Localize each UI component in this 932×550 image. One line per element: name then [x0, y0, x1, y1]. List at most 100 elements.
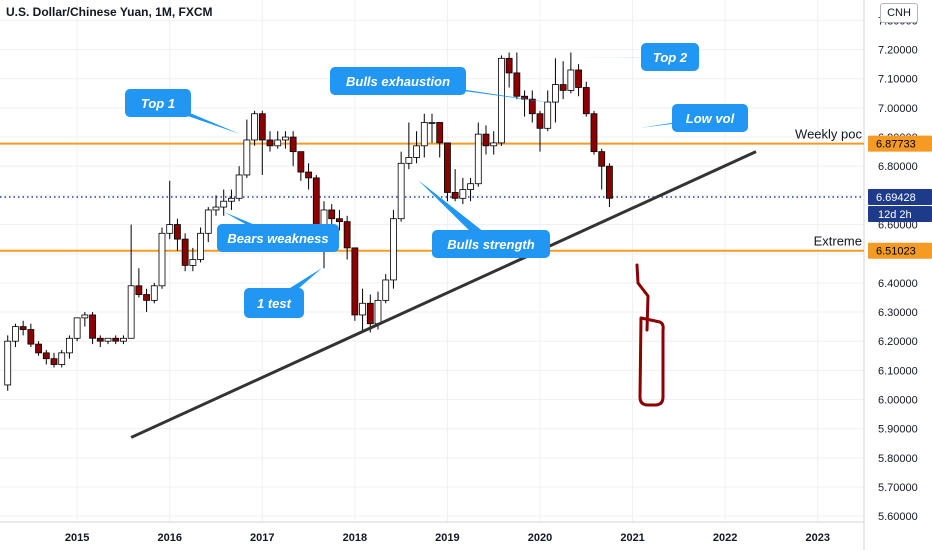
candle-up — [212, 206, 220, 211]
y-tick-label: 6.00000 — [878, 395, 918, 407]
top2-text: Top 2 — [653, 50, 688, 65]
countdown-tag: 12d 2h — [878, 209, 912, 221]
candle-up — [490, 142, 498, 147]
y-tick-label: 5.80000 — [878, 453, 918, 465]
candle-down — [42, 352, 50, 360]
candle-up — [405, 157, 413, 164]
candle-down — [266, 139, 274, 147]
candle-up — [73, 317, 81, 339]
candle-up — [120, 337, 127, 342]
extreme-label: Extreme — [814, 234, 862, 249]
candle-down — [305, 171, 312, 179]
bears-weakness-text: Bears weakness — [227, 231, 328, 246]
candle-up — [81, 314, 89, 319]
support-trendline — [130, 150, 757, 439]
candle-up — [552, 84, 559, 103]
candle-down — [19, 326, 27, 330]
y-tick-label: 5.90000 — [878, 424, 918, 436]
symbol-badge[interactable]: CNH — [880, 3, 918, 23]
candle-up — [420, 122, 428, 147]
candle-down — [343, 221, 351, 249]
y-tick-label: 6.10000 — [878, 365, 918, 377]
candle-down — [582, 87, 590, 115]
x-tick-label: 2019 — [435, 532, 459, 544]
projection-path — [635, 263, 650, 332]
one-test-box — [244, 288, 304, 318]
candle-down — [289, 136, 297, 153]
low-vol-box — [672, 104, 748, 132]
x-tick-label: 2018 — [343, 532, 367, 544]
candle-up — [166, 224, 174, 234]
current-price-tag-bg — [868, 189, 932, 206]
y-tick-label: 6.80000 — [878, 161, 918, 173]
y-tick-label: 7.10000 — [878, 74, 918, 86]
y-tick-label: 6.20000 — [878, 336, 918, 348]
candle-up — [204, 209, 212, 234]
bulls-exhaustion-box — [330, 67, 466, 95]
candle-down — [451, 192, 459, 199]
candle-down — [135, 285, 143, 295]
candle-up — [150, 285, 158, 301]
candle-up — [390, 218, 397, 281]
x-tick-label: 2022 — [713, 532, 737, 544]
y-tick-label: 6.30000 — [878, 307, 918, 319]
candle-up — [459, 189, 467, 199]
candle-up — [189, 259, 197, 266]
candle-up — [127, 285, 135, 339]
projected-candle-sketch — [638, 316, 665, 407]
bulls-strength-callout: Bulls strength — [418, 180, 550, 258]
candle-down — [35, 343, 42, 354]
x-tick-label: 2020 — [528, 532, 552, 544]
candle-up — [220, 200, 228, 208]
candle-down — [482, 133, 490, 147]
y-tick-label: 5.60000 — [878, 511, 918, 523]
y-tick-label: 7.20000 — [878, 45, 918, 57]
bulls-strength-box — [432, 230, 550, 258]
candle-down — [598, 151, 606, 167]
bears-weakness-box — [217, 224, 339, 252]
candle-up — [274, 139, 282, 147]
candle-down — [351, 247, 359, 316]
candle-down — [505, 57, 513, 74]
candle-up — [413, 145, 420, 158]
candle-up — [359, 302, 366, 316]
weekly-poc-tag: 6.87733 — [876, 139, 916, 151]
candle-down — [89, 314, 96, 339]
grid-lines — [0, 0, 864, 522]
candle-up — [4, 340, 12, 386]
candle-down — [181, 238, 189, 266]
candle-up — [104, 337, 112, 342]
candle-up — [467, 183, 474, 190]
bulls-strength-text: Bulls strength — [447, 237, 534, 252]
candle-down — [513, 72, 521, 97]
candle-up — [251, 113, 258, 141]
candle-down — [366, 302, 374, 325]
candle-down — [536, 113, 544, 129]
x-tick-label: 2017 — [250, 532, 274, 544]
low-vol-callout: Low vol — [640, 104, 748, 132]
chart-title: U.S. Dollar/Chinese Yuan, 1M, FXCM — [6, 5, 213, 19]
y-tick-label: 6.40000 — [878, 278, 918, 290]
bulls-strength-pointer — [418, 180, 499, 244]
candle-up — [544, 101, 552, 129]
candle-down — [590, 113, 598, 153]
projection-sketch — [635, 263, 665, 407]
candle-up — [567, 69, 575, 91]
candle-up — [197, 232, 204, 260]
y-tick-label: 7.00000 — [878, 103, 918, 115]
candles — [4, 52, 613, 391]
bears-weakness-callout: Bears weakness — [217, 212, 339, 252]
weekly-poc-tag-bg — [868, 135, 932, 152]
candle-down — [328, 209, 336, 220]
candle-up — [374, 299, 382, 325]
bulls-exhaustion-text: Bulls exhaustion — [346, 74, 450, 89]
candle-down — [96, 337, 104, 342]
weekly-poc-label: Weekly poc — [795, 127, 862, 142]
candle-up — [320, 209, 328, 225]
candle-down — [312, 177, 320, 225]
top1-text: Top 1 — [141, 96, 175, 111]
candle-up — [158, 232, 166, 287]
top1-callout: Top 1 — [125, 89, 240, 134]
